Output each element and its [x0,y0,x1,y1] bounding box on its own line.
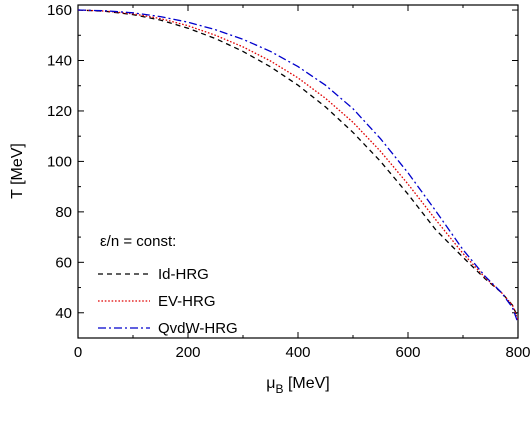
series-line-qvdw-hrg [77,9,519,324]
plot-frame [77,4,519,339]
y-tick-label: 140 [47,53,72,70]
x-axis-label-unit: [MeV] [284,375,330,392]
legend-label-qvdw-hrg: QvdW-HRG [158,320,238,337]
y-tick-label: 60 [55,254,72,271]
x-axis-label-sub: B [275,382,283,396]
x-tick-label: 800 [505,344,530,361]
legend: ε/n = const: Id-HRG EV-HRG QvdW-HRG [98,233,238,337]
x-tick-label: 0 [74,344,82,361]
y-tick-label: 100 [47,153,72,170]
series-line-id-hrg [77,9,519,319]
x-tick-label: 400 [285,344,310,361]
x-axis-label: μB [MeV] [266,375,329,396]
x-tick-label: 200 [175,344,200,361]
legend-title: ε/n = const: [100,233,176,250]
legend-label-id-hrg: Id-HRG [158,266,209,283]
y-tick-label: 40 [55,305,72,322]
y-tick-label: 160 [47,2,72,19]
series-line-ev-hrg [77,9,519,321]
x-tick-label: 600 [395,344,420,361]
series-lines [77,9,519,324]
legend-label-ev-hrg: EV-HRG [158,293,216,310]
axis-ticks [77,5,519,338]
tick-labels: 0 200 400 600 800 40 60 80 100 120 140 160 [47,2,531,361]
y-tick-label: 80 [55,204,72,221]
y-axis-label: T [MeV] [9,143,26,199]
x-axis-label-main: μ [266,375,275,392]
y-tick-label: 120 [47,103,72,120]
